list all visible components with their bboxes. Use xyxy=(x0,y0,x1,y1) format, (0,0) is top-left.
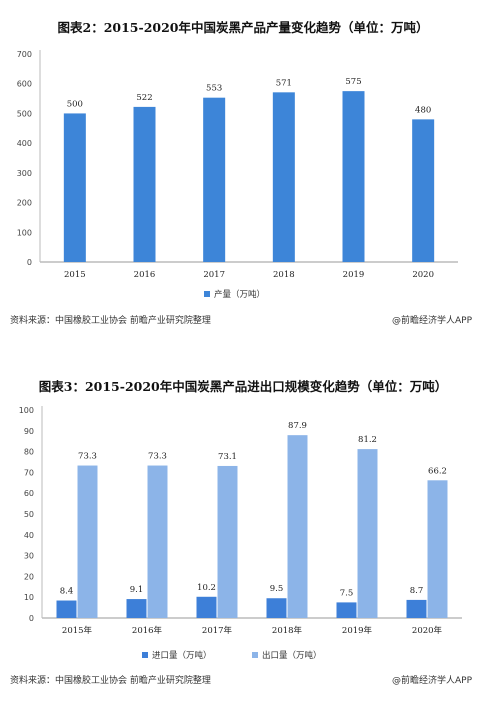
chart1-data-label: 575 xyxy=(345,77,361,87)
chart2-data-label: 7.5 xyxy=(340,588,354,598)
chart2-bar xyxy=(357,449,378,618)
chart2-legend-label: 进口量（万吨） xyxy=(152,650,212,661)
chart2-x-tick-label: 2020年 xyxy=(412,625,443,636)
chart2-bar xyxy=(56,600,77,618)
chart1-legend-label: 产量（万吨） xyxy=(214,289,265,300)
chart2-data-label: 10.2 xyxy=(197,583,216,593)
chart2-y-tick-label: 50 xyxy=(24,510,34,519)
chart2-data-label: 73.1 xyxy=(218,452,237,462)
chart2-source: 资料来源：中国橡胶工业协会 前瞻产业研究院整理 xyxy=(10,676,211,686)
chart2-x-tick-label: 2017年 xyxy=(202,625,233,636)
chart2-y-tick-label: 30 xyxy=(24,552,34,561)
chart1-data-label: 553 xyxy=(206,84,222,94)
chart2-y-tick-label: 20 xyxy=(24,572,34,581)
chart2-bar xyxy=(266,598,287,618)
chart2-data-label: 73.3 xyxy=(148,452,167,462)
chart1-bar xyxy=(412,119,435,262)
chart1-y-tick-label: 600 xyxy=(17,80,32,89)
chart2-data-label: 8.4 xyxy=(60,587,74,597)
chart1-x-tick-label: 2018 xyxy=(273,270,295,280)
chart2-bar xyxy=(406,599,427,618)
chart1-x-tick-label: 2015 xyxy=(64,270,86,280)
chart2-y-tick-label: 10 xyxy=(24,593,34,602)
chart1-data-label: 480 xyxy=(415,105,431,115)
chart1-y-tick-label: 0 xyxy=(27,258,32,267)
chart1-y-tick-label: 700 xyxy=(17,50,32,59)
chart2-brand: @前瞻经济学人APP xyxy=(391,676,472,686)
chart1-data-label: 571 xyxy=(276,78,292,88)
chart2-y-tick-label: 90 xyxy=(24,427,34,436)
chart2-bar xyxy=(147,465,168,618)
chart1-brand: @前瞻经济学人APP xyxy=(391,316,472,326)
chart2-y-tick-label: 70 xyxy=(24,468,34,477)
chart1-bar xyxy=(63,113,86,262)
chart2-data-label: 9.1 xyxy=(130,585,144,595)
chart2-y-tick-label: 0 xyxy=(29,614,34,623)
chart2-legend-swatch xyxy=(252,652,258,658)
chart2-data-label: 87.9 xyxy=(288,421,307,431)
chart1-legend-swatch xyxy=(204,291,210,297)
chart2-data-label: 9.5 xyxy=(270,584,284,594)
chart2-data-label: 66.2 xyxy=(428,466,447,476)
chart1-y-tick-label: 500 xyxy=(17,109,32,118)
chart2-y-tick-label: 100 xyxy=(19,406,34,415)
chart2-bar xyxy=(336,602,357,618)
chart1-data-label: 500 xyxy=(67,99,83,109)
chart1-data-label: 522 xyxy=(136,93,152,103)
chart2-bar xyxy=(77,465,98,618)
chart2-legend-swatch xyxy=(142,652,148,658)
chart1-x-tick-label: 2019 xyxy=(343,270,365,280)
chart2-data-label: 81.2 xyxy=(358,435,377,445)
chart2-y-tick-label: 80 xyxy=(24,448,34,457)
chart1-x-tick-label: 2020 xyxy=(412,270,434,280)
chart1-y-tick-label: 400 xyxy=(17,139,32,148)
chart2-data-label: 8.7 xyxy=(410,586,424,596)
chart1-source: 资料来源：中国橡胶工业协会 前瞻产业研究院整理 xyxy=(10,316,211,326)
chart1-bar xyxy=(133,106,156,263)
chart1-y-tick-label: 100 xyxy=(17,228,32,237)
chart2-plot: 0 10 20 30 40 50 60 70 80 90 100 2015年 8.4 73.3 2016年 9… xyxy=(19,406,462,661)
chart1-bar xyxy=(342,91,365,262)
chart2-bar xyxy=(427,480,448,618)
chart2-x-tick-label: 2018年 xyxy=(272,625,303,636)
chart1-bar xyxy=(272,92,295,263)
chart2-bar xyxy=(196,596,217,618)
chart1-y-tick-label: 200 xyxy=(17,199,32,208)
chart2-legend-label: 出口量（万吨） xyxy=(262,650,322,661)
chart1-plot: 0 100 200 300 400 500 600 700 2015 500 2016 522 2017… xyxy=(17,50,458,300)
chart2-x-tick-label: 2019年 xyxy=(342,625,373,636)
chart2-title: 图表3：2015-2020年中国炭黑产品进出口规模变化趋势（单位：万吨） xyxy=(38,379,448,394)
chart2-y-tick-label: 60 xyxy=(24,489,34,498)
chart1-y-tick-label: 300 xyxy=(17,169,32,178)
chart2-x-tick-label: 2016年 xyxy=(132,625,163,636)
chart2-bar xyxy=(217,465,238,618)
chart1-title: 图表2：2015-2020年中国炭黑产品产量变化趋势（单位：万吨） xyxy=(57,20,429,35)
chart2-y-tick-label: 40 xyxy=(24,531,34,540)
chart1-x-tick-label: 2016 xyxy=(134,270,156,280)
chart2-bar xyxy=(126,599,147,618)
chart1-x-tick-label: 2017 xyxy=(203,270,225,280)
chart2-x-tick-label: 2015年 xyxy=(62,625,93,636)
chart2-bar xyxy=(287,435,308,618)
chart1-bar xyxy=(203,97,226,263)
chart2-data-label: 73.3 xyxy=(78,452,97,462)
